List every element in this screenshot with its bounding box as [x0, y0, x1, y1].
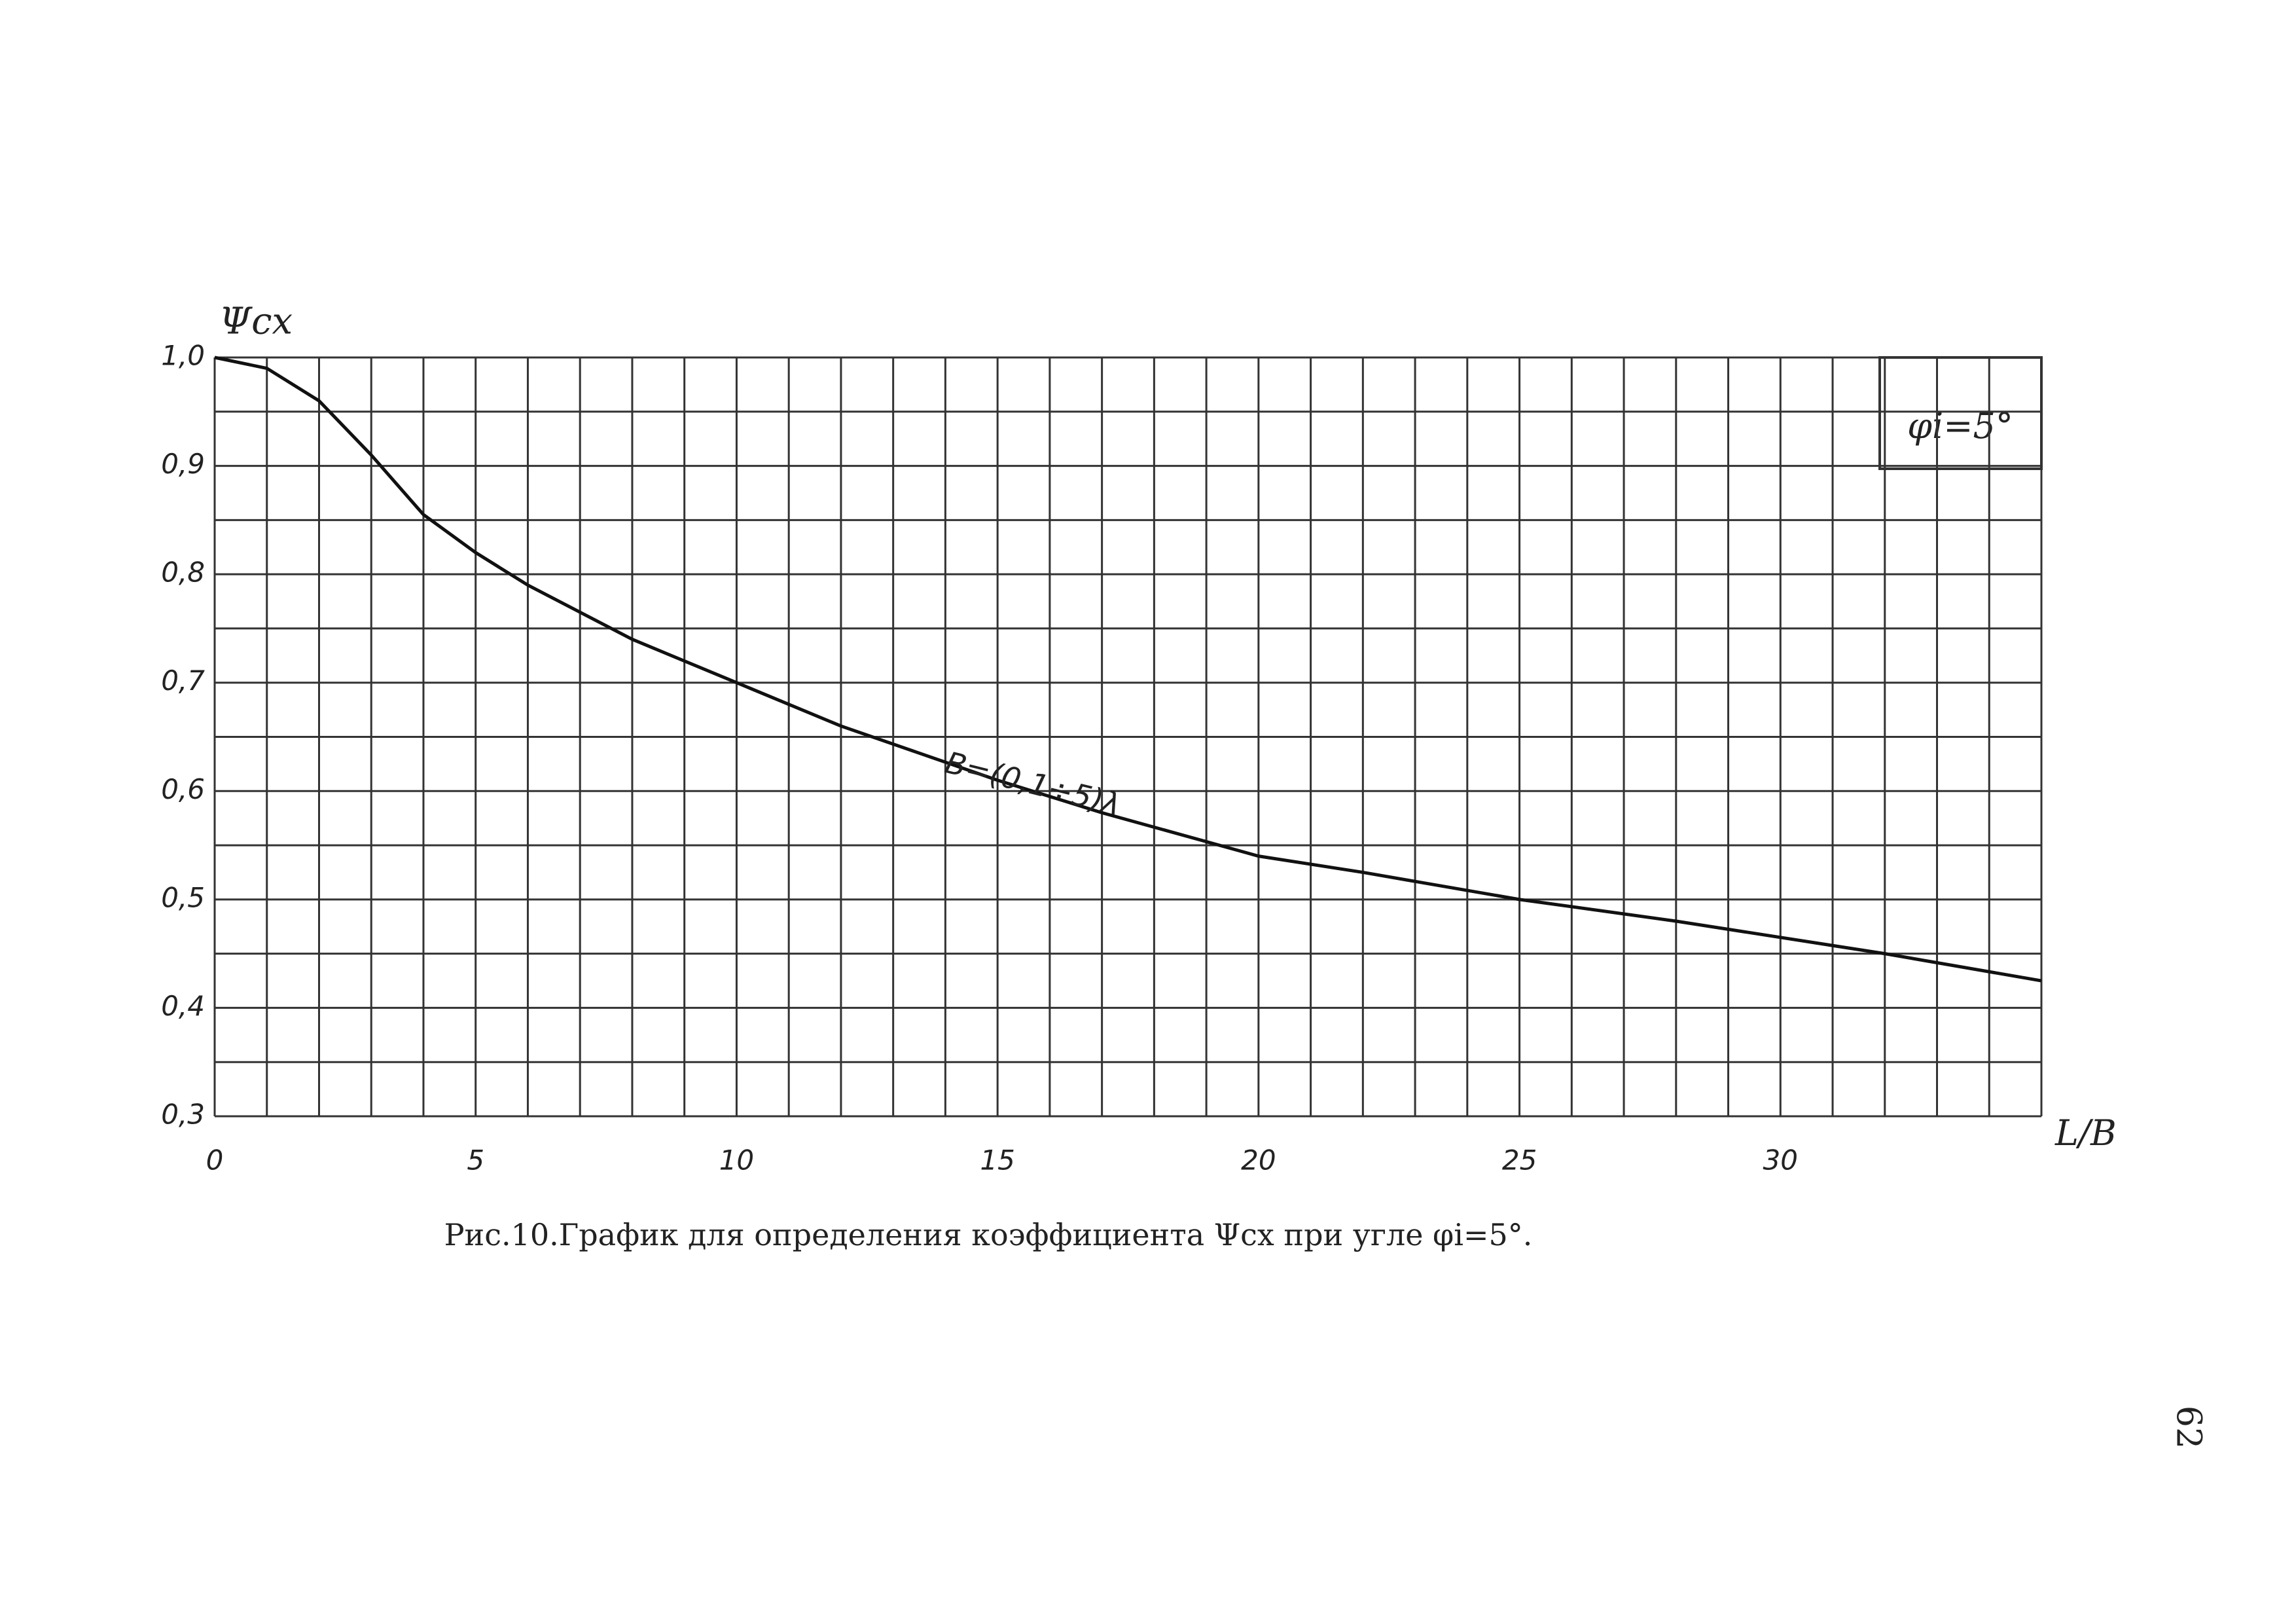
x-axis-label: L/B [2054, 1112, 2117, 1154]
y-tick-label: 0,7 [161, 665, 205, 697]
x-tick-label: 30 [1763, 1144, 1798, 1176]
annotation-box [1878, 356, 2043, 470]
y-axis-label: Ψсх [219, 301, 293, 343]
curve-label: B=(0,1÷5)λ [942, 744, 1124, 822]
y-tick-label: 0,6 [161, 773, 205, 805]
x-tick-label: 5 [467, 1144, 484, 1176]
x-tick-label: 20 [1241, 1144, 1276, 1176]
x-tick-label: 15 [980, 1144, 1014, 1176]
x-tick-label: 10 [719, 1144, 754, 1176]
x-tick-label: 25 [1502, 1144, 1537, 1176]
y-tick-label: 0,5 [161, 881, 205, 913]
y-tick-label: 1,0 [161, 340, 205, 372]
y-tick-label: 0,4 [161, 990, 205, 1022]
page-number: 62 [2169, 1406, 2208, 1449]
line-series [214, 356, 2042, 983]
x-tick-label: 0 [206, 1144, 224, 1176]
y-tick-label: 0,9 [161, 448, 205, 480]
y-tick-label: 0,8 [161, 556, 205, 589]
y-tick-label: 0,3 [161, 1099, 205, 1131]
caption: Рис.10.График для определения коэффициен… [444, 1217, 1533, 1252]
